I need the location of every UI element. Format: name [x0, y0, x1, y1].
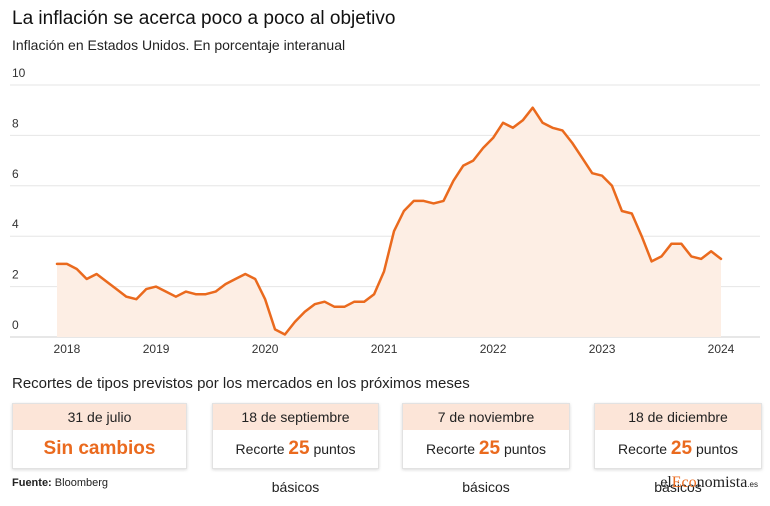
- y-tick-label: 2: [12, 268, 19, 282]
- source-label: Fuente:: [12, 477, 52, 489]
- card-prefix: Recorte: [235, 441, 285, 457]
- x-tick-label: 2019: [143, 342, 170, 356]
- area: [57, 107, 721, 337]
- line: [55, 106, 723, 336]
- card-body: Recorte 25 puntos básicos: [403, 430, 569, 495]
- x-tick-label: 2024: [708, 342, 735, 356]
- chart: La inflación se acerca poco a poco al ob…: [10, 8, 760, 356]
- x-tick-label: 2022: [480, 342, 507, 356]
- y-tick-label: 0: [12, 318, 19, 332]
- forecast-title: Recortes de tipos previstos por los merc…: [12, 375, 470, 392]
- forecast-card: 7 de noviembre Recorte 25 puntos básicos: [402, 403, 570, 495]
- card-body: Recorte 25 puntos básicos: [213, 430, 378, 495]
- card-suffix: puntos básicos: [462, 441, 546, 495]
- card-value: 25: [478, 438, 501, 459]
- forecast-card: 31 de julio Sin cambios: [12, 403, 187, 469]
- chart-title: La inflación se acerca poco a poco al ob…: [12, 8, 395, 29]
- y-tick-label: 10: [12, 66, 26, 80]
- x-tick-label: 2021: [371, 342, 398, 356]
- card-value: 25: [288, 438, 310, 459]
- card-prefix: Recorte: [618, 441, 668, 457]
- x-tick-label: 2020: [252, 342, 279, 356]
- source: Bloomberg: [54, 477, 108, 489]
- card-prefix: Recorte: [426, 441, 476, 457]
- logo-part: nomista: [696, 474, 748, 491]
- forecast-card: 18 de diciembre Recorte 25 puntos básicos: [594, 403, 762, 495]
- card-date: 31 de julio: [13, 404, 186, 430]
- logo: elEconomista.es: [660, 474, 758, 492]
- logo-part: Eco: [671, 474, 697, 491]
- y-tick-label: 4: [12, 217, 19, 231]
- footer: Fuente: Bloomberg: [12, 477, 108, 489]
- y-tick-label: 6: [12, 167, 19, 181]
- logo-part: el: [660, 474, 672, 491]
- card-date: 18 de diciembre: [595, 404, 761, 430]
- card-suffix: puntos básicos: [654, 441, 738, 495]
- forecast-card: 18 de septiembre Recorte 25 puntos básico…: [212, 403, 379, 495]
- y-tick-label: 8: [12, 116, 19, 130]
- x-tick-label: 2018: [54, 342, 81, 356]
- chart-subtitle: Inflación en Estados Unidos. En porcenta…: [12, 37, 345, 53]
- card-suffix: puntos básicos: [271, 441, 356, 495]
- logo-part: .es: [747, 480, 758, 489]
- card-date: 18 de septiembre: [213, 404, 378, 430]
- card-text: Sin cambios: [43, 438, 156, 459]
- card-body: Recorte 25 puntos básicos: [595, 430, 761, 495]
- card-body: Sin cambios: [13, 430, 186, 468]
- x-tick-label: 2023: [589, 342, 616, 356]
- card-date: 7 de noviembre: [403, 404, 569, 430]
- card-value: 25: [670, 438, 693, 459]
